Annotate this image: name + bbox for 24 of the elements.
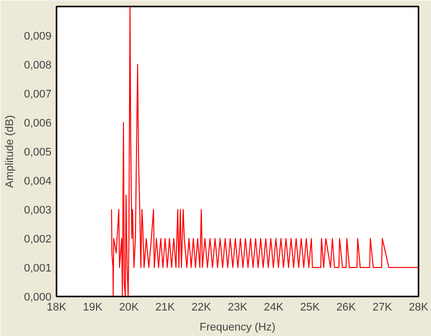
x-tick-label: 23K xyxy=(228,302,248,314)
x-tick-label: 18K xyxy=(46,302,67,314)
x-tick-label: 27K xyxy=(372,302,393,314)
x-tick-label: 22K xyxy=(192,302,212,314)
x-tick-label: 19K xyxy=(82,302,104,314)
x-tick-label: 25K xyxy=(300,302,320,314)
y-axis-title: Amplitude (dB) xyxy=(4,115,16,188)
y-tick-label: 0,000 xyxy=(24,292,52,304)
y-tick-label: 0,005 xyxy=(24,146,52,158)
x-tick-label: 24K xyxy=(264,302,284,314)
y-tick-label: 0,003 xyxy=(24,204,52,216)
x-tick-label: 20K xyxy=(119,302,140,314)
line-series xyxy=(111,6,418,296)
y-tick-label: 0,008 xyxy=(24,60,52,72)
y-tick-label: 0,009 xyxy=(24,30,52,42)
y-tick-label: 0,007 xyxy=(24,88,52,100)
x-axis-title: Frequency (Hz) xyxy=(200,322,276,334)
x-tick-label: 21K xyxy=(155,302,176,314)
x-tick-label: 28K xyxy=(408,302,429,314)
x-tick-label: 26K xyxy=(336,302,357,314)
y-tick-label: 0,002 xyxy=(24,234,52,246)
y-tick-label: 0,004 xyxy=(24,176,52,188)
y-tick-label: 0,001 xyxy=(24,262,52,274)
y-tick-label: 0,006 xyxy=(24,118,52,130)
